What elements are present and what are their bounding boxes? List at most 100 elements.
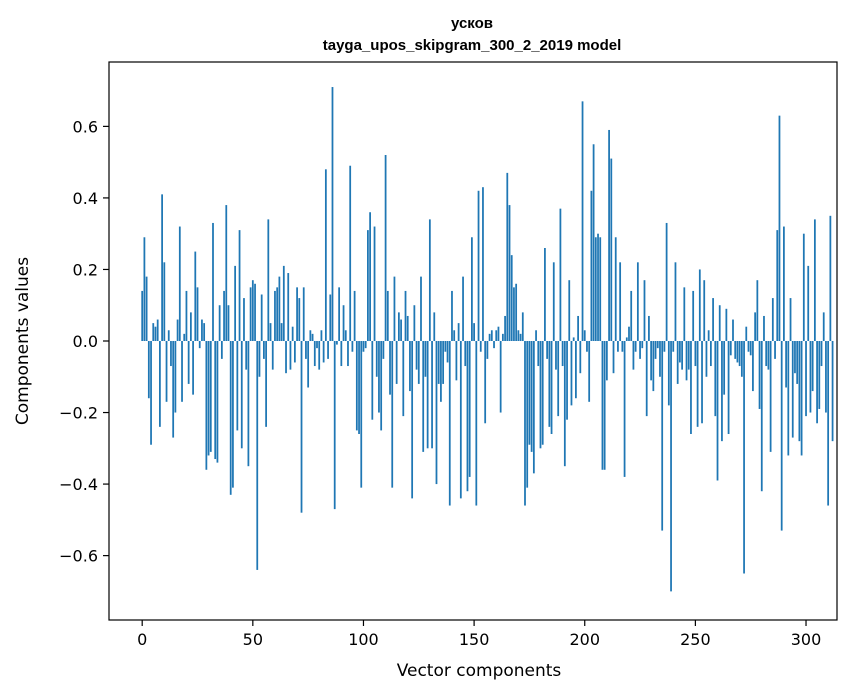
bar — [610, 158, 613, 341]
bar — [216, 341, 219, 463]
plot-area-frame — [108, 61, 838, 621]
bar — [641, 341, 644, 349]
bar — [705, 341, 708, 377]
bar — [694, 341, 697, 367]
bar — [161, 194, 163, 341]
bar — [648, 315, 650, 341]
bar — [220, 341, 223, 359]
bar — [380, 341, 383, 431]
bar — [813, 219, 816, 341]
bar — [594, 237, 597, 341]
bar — [437, 341, 440, 384]
bar — [207, 341, 210, 456]
bar — [672, 341, 675, 352]
bar — [212, 222, 214, 341]
bar — [424, 341, 427, 377]
bar — [159, 341, 161, 427]
bar — [453, 330, 456, 341]
bar — [749, 341, 752, 356]
y-tick-label: 0.4 — [73, 189, 98, 208]
bar — [661, 341, 664, 531]
bar — [499, 341, 502, 413]
bar — [462, 276, 464, 341]
bar — [189, 312, 192, 341]
bar — [194, 251, 197, 341]
bar — [590, 190, 593, 341]
bar — [769, 341, 772, 452]
bar — [302, 287, 305, 341]
bar — [471, 237, 473, 341]
bar — [389, 341, 391, 395]
bar — [515, 283, 518, 341]
bar — [364, 341, 367, 349]
bar — [141, 290, 144, 341]
bar — [167, 330, 170, 341]
bar — [409, 341, 411, 392]
bar — [809, 341, 812, 413]
y-tick-label: 0.2 — [73, 260, 98, 279]
bar — [807, 265, 810, 341]
bar — [145, 276, 148, 341]
bar — [178, 226, 181, 341]
bar — [223, 290, 225, 341]
bar — [495, 330, 498, 341]
bar — [327, 341, 329, 359]
bar — [393, 276, 396, 341]
bar — [747, 341, 750, 352]
bar — [280, 323, 283, 341]
bar — [570, 341, 573, 406]
bar — [249, 287, 252, 341]
bar — [218, 305, 221, 341]
bar — [601, 341, 604, 470]
bar — [351, 341, 354, 352]
bar — [187, 341, 190, 384]
bar — [625, 337, 628, 341]
bar — [674, 262, 677, 341]
bar — [756, 280, 759, 341]
bar — [783, 226, 785, 341]
bar — [477, 190, 480, 341]
bar — [798, 341, 801, 442]
bar — [320, 330, 323, 341]
bar — [431, 341, 433, 449]
bar — [831, 341, 834, 442]
y-axis-label: Components values — [13, 257, 33, 425]
bar — [446, 341, 449, 363]
bar — [785, 341, 787, 388]
bar — [355, 341, 358, 431]
bar — [426, 341, 429, 449]
bar — [278, 276, 281, 341]
bar — [636, 262, 639, 341]
y-tick-label: −0.6 — [59, 547, 98, 566]
bar — [455, 341, 458, 381]
bar — [331, 87, 334, 341]
chart-subtitle: tayga_upos_skipgram_300_2_2019 model — [323, 37, 622, 54]
bar — [712, 298, 714, 341]
bar — [530, 341, 533, 452]
bar — [535, 330, 537, 341]
x-tick-label: 300 — [791, 630, 822, 649]
bar — [459, 341, 462, 499]
bar — [198, 341, 201, 349]
bar — [247, 341, 250, 467]
bar — [774, 341, 776, 359]
bar — [433, 312, 436, 341]
bar — [643, 280, 646, 341]
bar — [563, 341, 566, 467]
bar — [776, 230, 779, 341]
bar — [209, 341, 212, 452]
bar — [528, 341, 531, 445]
bar — [586, 341, 588, 352]
bar — [825, 341, 827, 413]
bar — [521, 312, 524, 341]
bar — [373, 226, 376, 341]
bar — [577, 315, 579, 341]
bar — [517, 330, 520, 341]
bar — [267, 219, 270, 341]
bar — [322, 341, 325, 363]
bar — [307, 341, 310, 388]
x-axis-ticks: 0 50 100 150 200 250 300 — [137, 620, 821, 649]
bar — [510, 255, 513, 341]
bar — [391, 341, 394, 488]
bar — [550, 341, 553, 434]
